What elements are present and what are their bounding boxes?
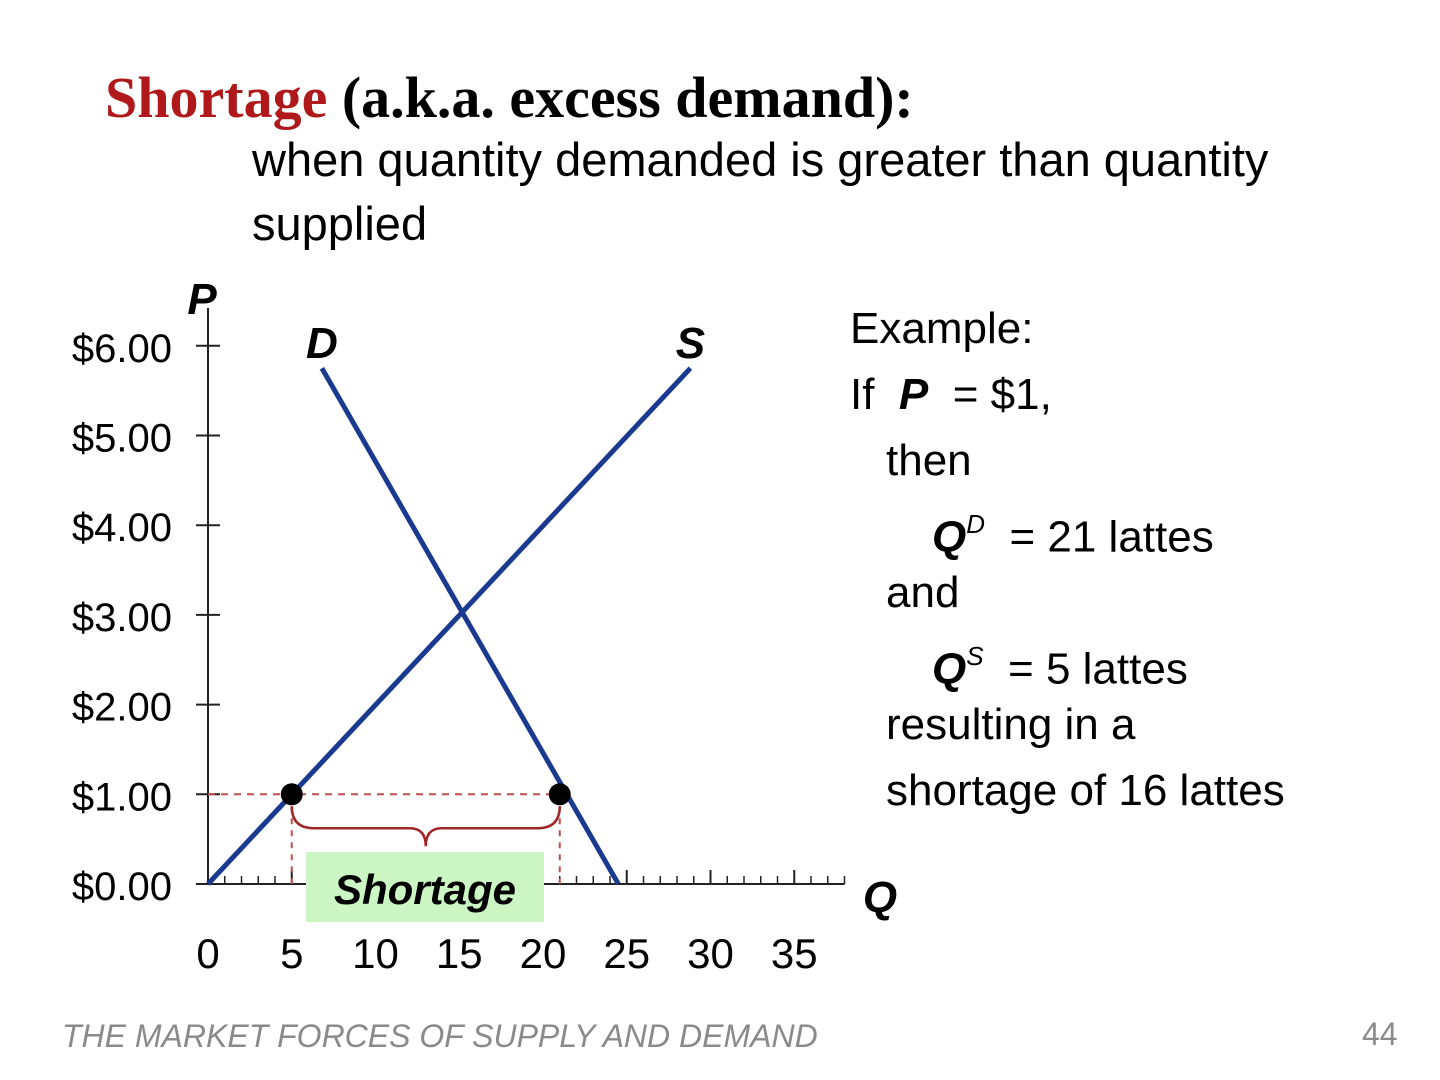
x-tick-label: 15 [436,930,483,977]
footer-text: THE MARKET FORCES OF SUPPLY AND DEMAND [62,1018,818,1054]
curve-s [206,366,693,886]
x-tick-label: 5 [280,930,303,977]
y-tick-label: $3.00 [72,596,172,640]
equilibrium-point [280,783,303,806]
if-word: If [850,370,875,419]
x-tick-label: 30 [687,930,734,977]
result-line-1: resulting in a [886,700,1136,749]
slide-subtitle: when quantity demanded is greater than q… [252,133,1269,250]
curve-d [319,366,621,886]
y-tick-label: $5.00 [72,417,172,461]
x-tick-label: 35 [771,930,818,977]
shortage-box [306,852,544,922]
qs-superscript: S [966,641,984,671]
and-word: and [886,568,960,617]
page-number: 44 [1362,1016,1398,1052]
qd-superscript: D [966,509,986,539]
example-box: Example: If P = $1, then QD = 21 lattes … [850,298,1285,826]
then-word: then [886,436,972,485]
y-tick-label: $1.00 [72,775,172,819]
price-value: = $1, [952,370,1052,419]
y-tick-label: $0.00 [72,865,172,909]
x-tick-label: 25 [603,930,650,977]
example-if-line: If P = $1, [850,364,1285,430]
curve-label-d: D [306,319,338,368]
qs-value: = 5 lattes [1008,644,1188,694]
shortage-brace [290,806,561,847]
y-tick-label: $4.00 [72,506,172,550]
qd-symbol: Q [932,512,967,562]
qs-line: QS = 5 lattes [850,628,1285,694]
title-highlight: Shortage [105,65,328,130]
y-tick-label: $6.00 [72,327,172,371]
y-tick-label: $2.00 [72,686,172,730]
slide-title: Shortage (a.k.a. excess demand): [105,64,914,131]
p-symbol: P [898,370,929,419]
x-axis-label: Q [863,873,897,922]
shortage-label: Shortage [334,866,516,913]
equilibrium-point [548,783,571,806]
x-tick-label: 0 [196,930,219,977]
title-rest: (a.k.a. excess demand): [341,65,914,130]
qd-line: QD = 21 lattes [850,496,1285,562]
x-tick-label: 20 [520,930,567,977]
x-tick-label: 10 [352,930,399,977]
example-heading: Example: [850,304,1034,353]
y-axis-label: P [187,275,217,324]
curve-label-s: S [676,319,705,368]
result-line-2: shortage of 16 lattes [886,766,1285,815]
qd-value: = 21 lattes [1009,512,1214,562]
qs-symbol: Q [932,644,967,694]
